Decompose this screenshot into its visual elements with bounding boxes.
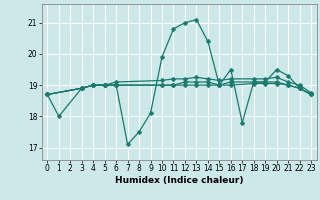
- X-axis label: Humidex (Indice chaleur): Humidex (Indice chaleur): [115, 176, 244, 185]
